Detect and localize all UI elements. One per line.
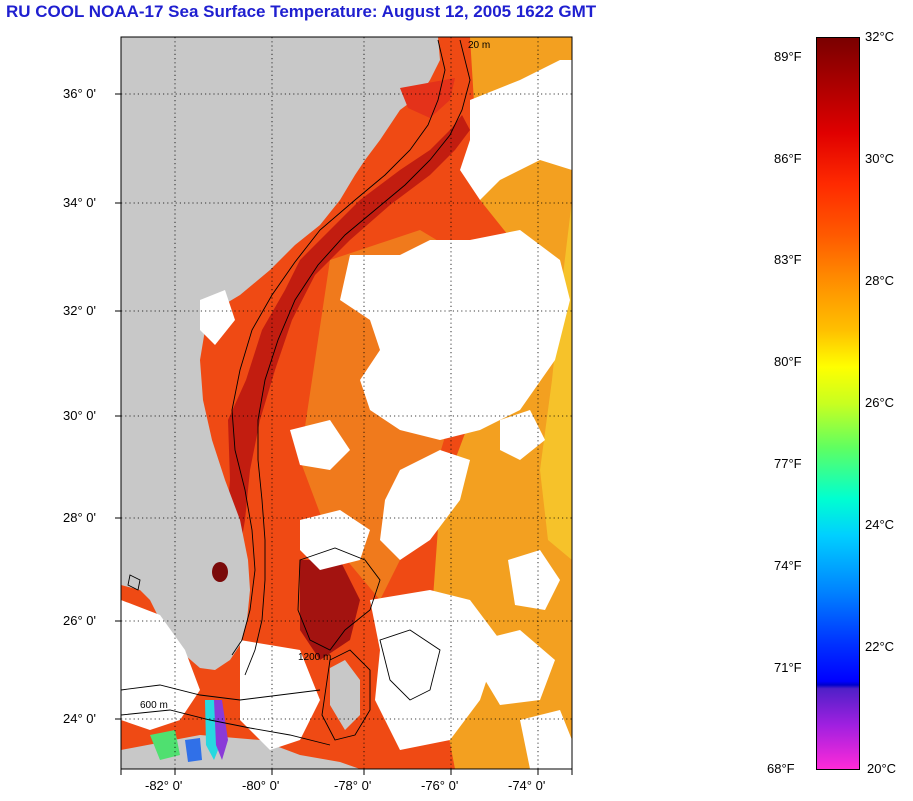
lat-label: 30° 0' [63,408,96,423]
colorbar-f-label: 80°F [774,354,802,369]
map-ticks [115,93,573,775]
isobath-contours [121,39,471,746]
colorbar-f-label: 74°F [774,558,802,573]
contour-label: 20 m [468,40,490,51]
lon-label: -78° 0' [334,778,372,793]
colorbar-f-label: 77°F [774,456,802,471]
colorbar-f-label: 86°F [774,151,802,166]
lat-label: 36° 0' [63,86,96,101]
cool-streak-green [150,730,180,760]
contour-label: 600 m [140,700,168,711]
cloud-mask [121,60,572,769]
lon-label: -74° 0' [508,778,546,793]
cool-streak-blue [185,738,202,762]
lat-label: 26° 0' [63,613,96,628]
gulf-stream-core [225,115,470,560]
lat-label: 34° 0' [63,195,96,210]
colorbar-f-label: 71°F [774,660,802,675]
lon-label: -76° 0' [421,778,459,793]
lon-label: -82° 0' [145,778,183,793]
land-cuba [121,735,360,769]
colorbar-f-label: 83°F [774,252,802,267]
land-andros [330,660,360,730]
colorbar-c-label: 28°C [865,273,895,288]
map-title: RU COOL NOAA-17 Sea Surface Temperature:… [6,2,597,21]
lon-label: -80° 0' [242,778,280,793]
land-us-southeast [121,37,440,670]
colorbar-c-label: 22°C [865,639,895,654]
lake-okeechobee [212,562,228,582]
map-frame [120,36,573,770]
graticule [121,37,572,769]
colorbar-c-label: 32°C [865,29,895,44]
lat-label: 32° 0' [63,303,96,318]
colorbar-c-label: 26°C [865,395,895,410]
colorbar-c-label: 24°C [865,517,895,532]
lat-label: 28° 0' [63,510,96,525]
colorbar-f-label: 68°F [767,761,795,776]
contour-label: 1200 m [298,652,331,663]
sst-colorbar [816,37,860,770]
colorbar-f-label: 89°F [774,49,802,64]
map-panel: 20 m 600 m 1200 m [121,37,572,769]
colorbar-c-label: 30°C [865,151,895,166]
cool-streak-purple [214,700,228,760]
colorbar-c-label: 20°C [867,761,897,776]
lat-label: 24° 0' [63,711,96,726]
bahamas-dark-red [300,560,360,660]
